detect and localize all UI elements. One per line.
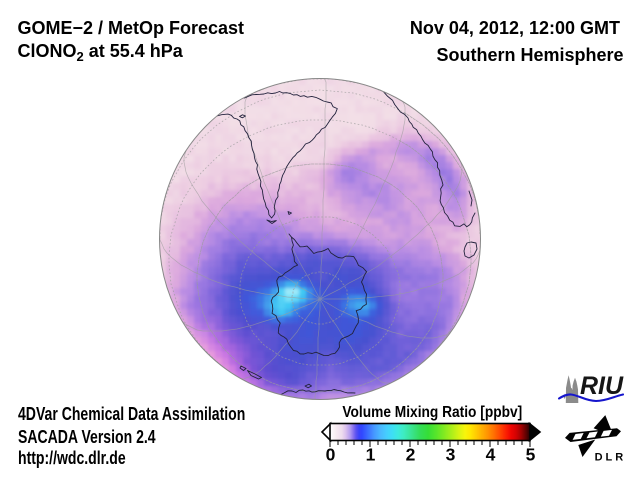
svg-text:DLR: DLR: [595, 452, 627, 464]
svg-text:4: 4: [486, 445, 496, 465]
svg-text:5: 5: [526, 445, 536, 465]
svg-text:0: 0: [326, 445, 336, 465]
svg-text:3: 3: [446, 445, 456, 465]
svg-text:2: 2: [406, 445, 416, 465]
svg-text:1: 1: [366, 445, 376, 465]
